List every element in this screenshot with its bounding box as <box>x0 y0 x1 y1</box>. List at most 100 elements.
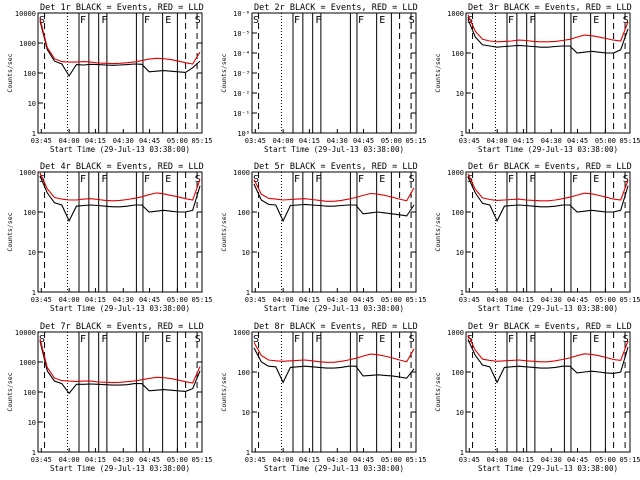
segment-marker: E <box>593 174 599 185</box>
y-tick-label: 100 <box>237 369 250 377</box>
x-tick-label: 04:45 <box>139 456 160 464</box>
x-tick-label: 04:00 <box>487 296 508 304</box>
y-tick-label: 10 <box>28 100 36 108</box>
y-tick-label: 10 <box>242 409 250 417</box>
plot-frame <box>465 12 631 134</box>
segment-marker: F <box>101 334 107 345</box>
lld-series-line <box>39 18 201 65</box>
panel-8: Det 8r BLACK = Events, RED = LLD Counts/s… <box>220 322 427 473</box>
panel-5: Det 5r BLACK = Events, RED = LLD Counts/s… <box>220 162 427 313</box>
y-tick-label: 1000 <box>19 40 36 48</box>
segment-marker: S <box>195 15 201 26</box>
y-tick-label: 10 <box>456 409 464 417</box>
segment-marker: E <box>379 334 385 345</box>
y-tick-label: 1 <box>460 449 464 457</box>
y-tick-label: 1000 <box>447 10 464 18</box>
x-tick-label: 05:15 <box>619 296 640 304</box>
plot-frame <box>251 171 417 293</box>
x-tick-label: 04:45 <box>353 137 374 145</box>
x-tick-label: 05:00 <box>381 296 402 304</box>
segment-marker: F <box>294 15 300 26</box>
chart-title: Det 3r BLACK = Events, RED = LLD <box>468 3 632 13</box>
y-tick-label: 10000 <box>15 10 36 18</box>
segment-marker: F <box>101 15 107 26</box>
x-tick-label: 04:45 <box>567 456 588 464</box>
x-tick-label: 05:00 <box>381 137 402 145</box>
x-tick-label: 04:15 <box>513 296 534 304</box>
segment-marker: S <box>409 15 415 26</box>
chart-title: Det 1r BLACK = Events, RED = LLD <box>40 3 204 13</box>
panel-6: Det 6r BLACK = Events, RED = LLD Counts/s… <box>434 162 640 313</box>
x-tick-label: 04:45 <box>567 137 588 145</box>
segment-marker: F <box>315 174 321 185</box>
x-tick-label: 04:45 <box>353 456 374 464</box>
x-axis-label: Start Time (29-Jul-13 03:38:00) <box>264 145 404 154</box>
segment-marker: S <box>195 174 201 185</box>
x-tick-label: 04:30 <box>327 456 348 464</box>
y-tick-label: 10 <box>456 90 464 98</box>
y-tick-label: 1 <box>32 449 36 457</box>
chart-title: Det 4r BLACK = Events, RED = LLD <box>40 162 204 172</box>
x-tick-label: 04:30 <box>327 296 348 304</box>
y-tick-label: 100 <box>451 209 464 217</box>
x-axis-label: Start Time (29-Jul-13 03:38:00) <box>478 464 618 473</box>
y-tick-label: 100 <box>237 209 250 217</box>
segment-marker: F <box>315 334 321 345</box>
chart-title: Det 9r BLACK = Events, RED = LLD <box>468 322 632 332</box>
x-tick-label: 05:00 <box>167 456 188 464</box>
segment-marker: E <box>165 174 171 185</box>
y-tick-label: 1000 <box>233 329 250 337</box>
events-series-line <box>467 339 629 384</box>
y-tick-label: 100 <box>451 50 464 58</box>
y-tick-label: 1000 <box>19 359 36 367</box>
x-tick-label: 04:30 <box>113 137 134 145</box>
lld-series-line <box>467 334 629 363</box>
x-tick-label: 04:30 <box>113 456 134 464</box>
segment-marker: F <box>572 15 578 26</box>
segment-marker: F <box>508 15 514 26</box>
y-tick-label: 10⁰ <box>237 130 250 138</box>
x-axis-label: Start Time (29-Jul-13 03:38:00) <box>264 464 404 473</box>
y-tick-label: 10 <box>28 249 36 257</box>
segment-marker: S <box>39 15 45 26</box>
x-tick-label: 05:00 <box>595 296 616 304</box>
segment-marker: S <box>623 15 629 26</box>
segment-marker: F <box>572 334 578 345</box>
x-tick-label: 04:15 <box>513 137 534 145</box>
panel-2: Det 2r BLACK = Events, RED = LLD Counts/s… <box>220 3 427 154</box>
x-tick-label: 03:45 <box>245 456 266 464</box>
x-tick-label: 05:15 <box>191 296 212 304</box>
lld-series-line <box>253 342 415 363</box>
y-tick-label: 1 <box>246 289 250 297</box>
x-tick-label: 05:00 <box>167 137 188 145</box>
segment-marker: F <box>315 15 321 26</box>
y-tick-label: 10⁻² <box>233 90 250 98</box>
x-tick-label: 04:15 <box>85 296 106 304</box>
x-tick-label: 03:45 <box>31 456 52 464</box>
events-series-line <box>253 347 415 384</box>
chart-title: Det 2r BLACK = Events, RED = LLD <box>254 3 418 13</box>
x-tick-label: 04:30 <box>113 296 134 304</box>
x-tick-label: 04:15 <box>299 137 320 145</box>
plot-frame <box>465 331 631 453</box>
y-tick-label: 100 <box>23 389 36 397</box>
x-tick-label: 04:00 <box>273 137 294 145</box>
y-tick-label: 1 <box>32 130 36 138</box>
segment-marker: E <box>379 174 385 185</box>
x-tick-label: 03:45 <box>459 456 480 464</box>
segment-marker: E <box>165 334 171 345</box>
segment-marker: E <box>593 334 599 345</box>
segment-marker: F <box>529 15 535 26</box>
lld-series-line <box>467 173 629 202</box>
events-series-line <box>39 340 201 395</box>
x-tick-label: 04:15 <box>513 456 534 464</box>
x-tick-label: 04:30 <box>327 137 348 145</box>
y-axis-label: Counts/sec <box>6 372 14 411</box>
x-tick-label: 03:45 <box>459 296 480 304</box>
y-tick-label: 1000 <box>447 329 464 337</box>
x-axis-label: Start Time (29-Jul-13 03:38:00) <box>478 304 618 313</box>
panel-4: Det 4r BLACK = Events, RED = LLD Counts/s… <box>6 162 213 313</box>
x-tick-label: 05:15 <box>191 137 212 145</box>
segment-marker: S <box>253 174 259 185</box>
y-tick-label: 1 <box>460 289 464 297</box>
